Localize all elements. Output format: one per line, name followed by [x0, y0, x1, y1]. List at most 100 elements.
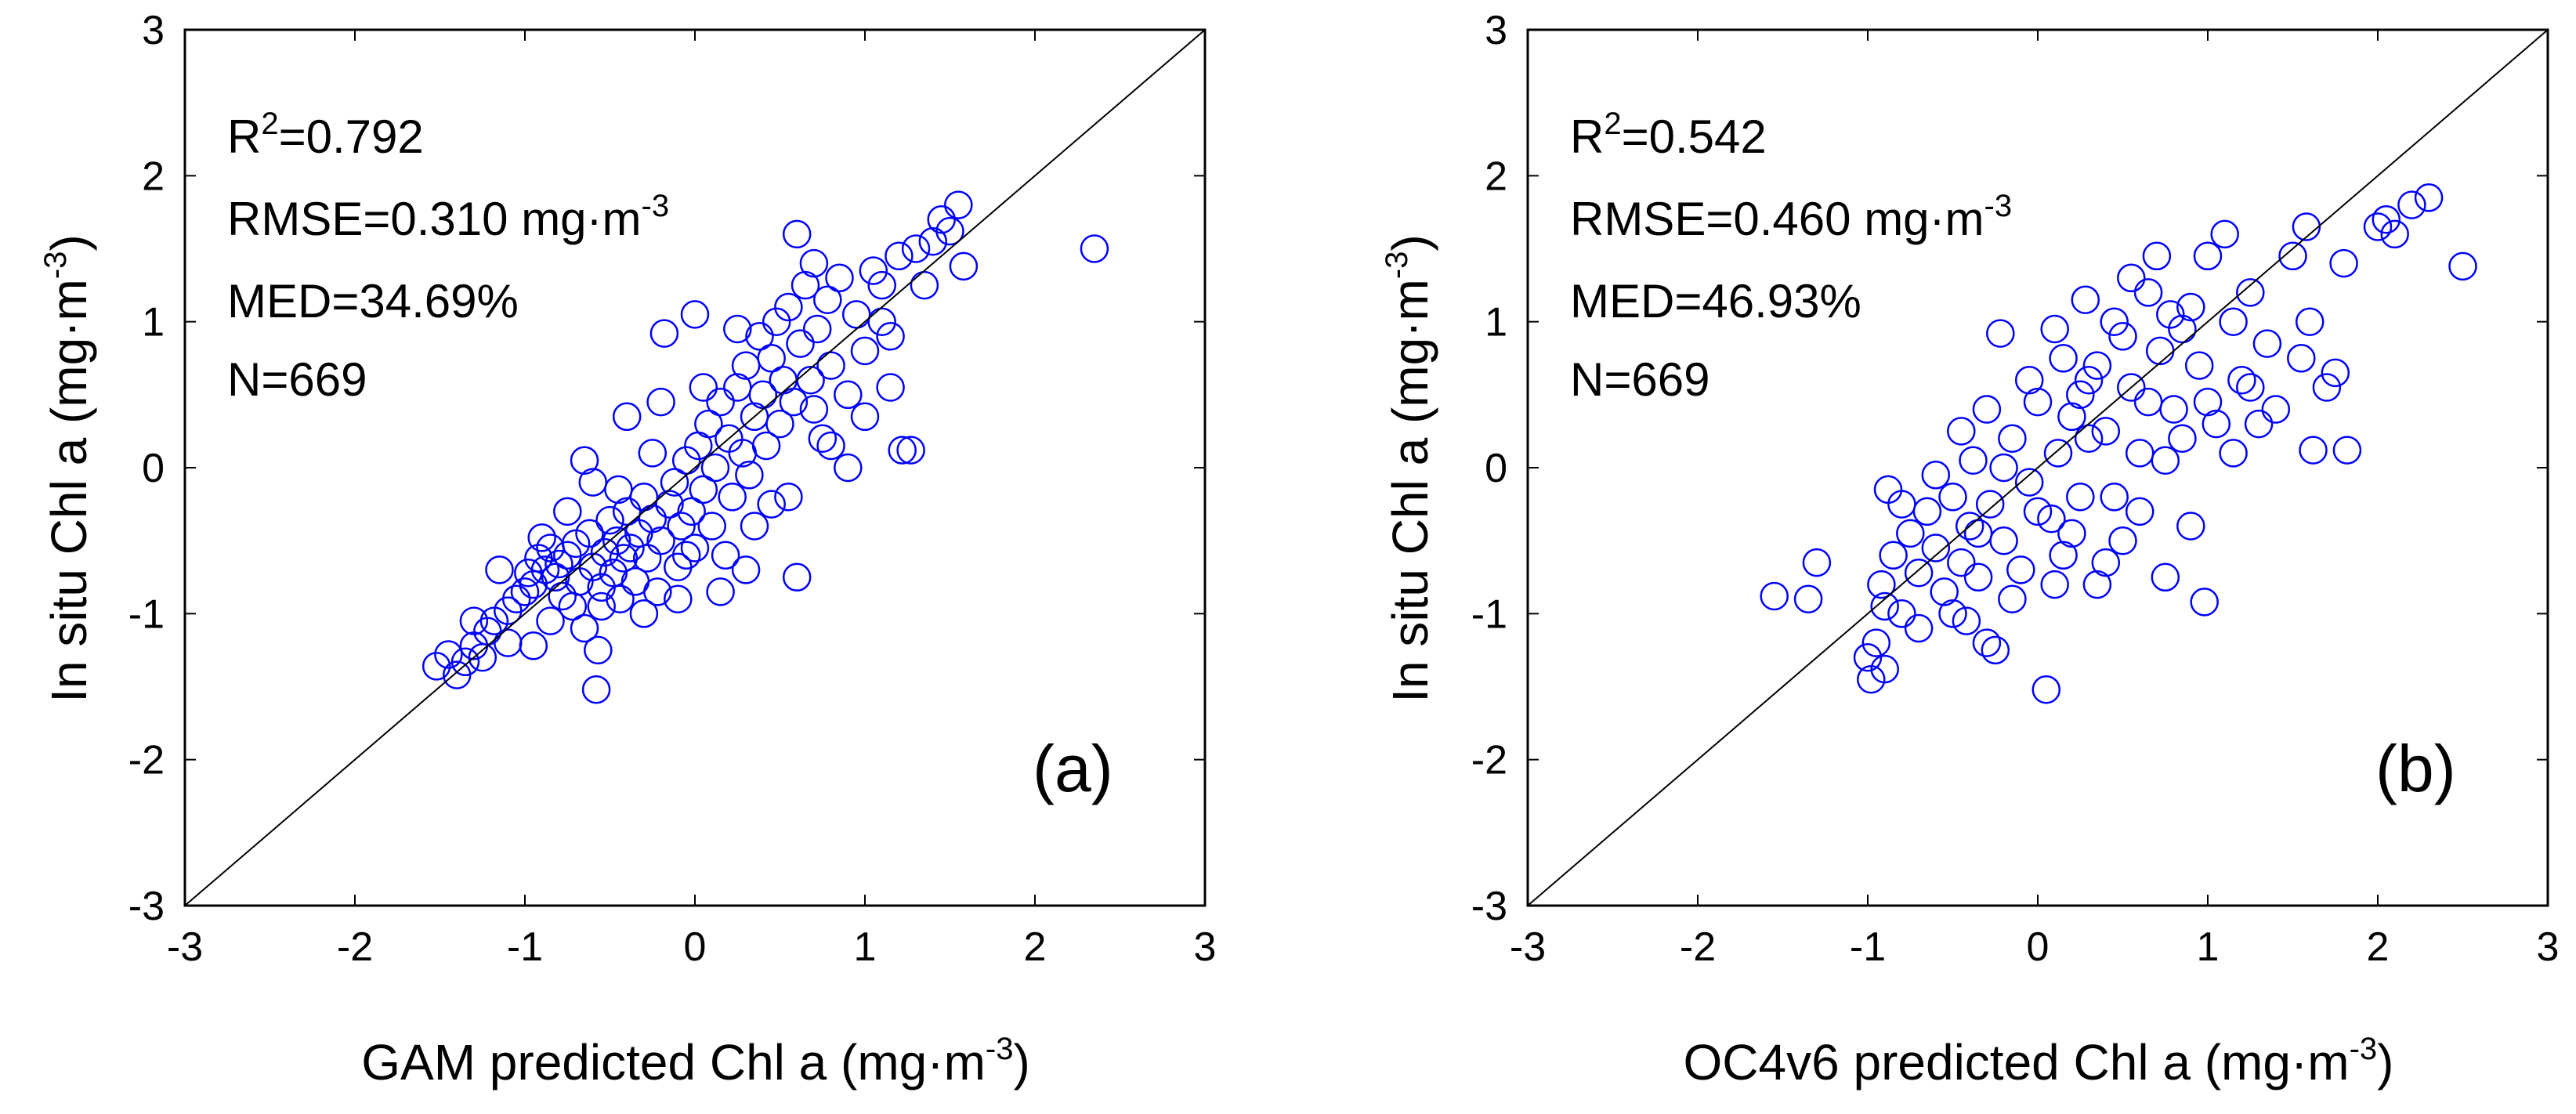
- ticks-group: -3 -2 -1 0 1 2 3 -3 -2 -1 0 1 2 3: [128, 8, 1217, 970]
- data-point: [2380, 219, 2409, 249]
- data-point: [859, 256, 888, 285]
- y-tick-label: -2: [128, 738, 165, 783]
- data-point: [735, 461, 764, 490]
- med-annotation: MED=34.69%: [227, 275, 519, 327]
- data-point: [1921, 461, 1951, 490]
- data-point: [655, 490, 684, 519]
- data-point: [2014, 365, 2044, 395]
- r2-annotation: R2=0.792: [227, 107, 424, 163]
- data-point: [494, 628, 523, 657]
- data-point: [2193, 387, 2223, 417]
- data-point: [834, 380, 863, 410]
- x-tick-label: 1: [2197, 924, 2220, 970]
- data-point: [2193, 241, 2223, 271]
- data-point: [757, 490, 786, 519]
- data-point: [2287, 344, 2316, 373]
- y-axis-label: In situ Chl a (mg·m-3): [38, 234, 97, 702]
- x-tick-label: -3: [167, 924, 203, 970]
- data-point: [1947, 548, 1976, 577]
- scatter-panel-a: -3 -2 -1 0 1 2 3 -3 -2 -1 0 1 2 3 R2=0.792 RMSE=0.310…: [38, 8, 1216, 1090]
- data-point: [1912, 497, 1942, 526]
- data-point: [2125, 439, 2155, 468]
- data-point: [671, 446, 701, 475]
- data-point: [2219, 307, 2248, 336]
- data-point: [606, 584, 635, 613]
- data-point: [2108, 322, 2137, 351]
- data-point: [731, 555, 761, 584]
- data-point: [2184, 351, 2214, 380]
- data-point: [1861, 628, 1891, 657]
- data-point: [434, 640, 463, 669]
- data-point: [802, 314, 832, 344]
- data-point: [2295, 307, 2325, 336]
- data-point: [2043, 439, 2073, 468]
- data-point: [646, 526, 675, 555]
- x-axis-label: GAM predicted Chl a (mg·m-3): [361, 1032, 1030, 1090]
- data-point: [1870, 591, 1899, 621]
- data-point: [510, 577, 540, 606]
- data-point: [2023, 497, 2053, 526]
- data-point: [2329, 248, 2358, 278]
- data-point: [2321, 358, 2350, 388]
- y-axis-label: In situ Chl a (mg·m-3): [1380, 234, 1438, 702]
- panel-label: (a): [1033, 732, 1113, 805]
- data-point: [2100, 483, 2129, 512]
- data-point: [782, 219, 812, 249]
- data-point: [680, 533, 710, 562]
- data-point: [2202, 409, 2231, 439]
- data-point: [2057, 519, 2086, 548]
- data-point: [2133, 387, 2163, 417]
- data-point: [595, 505, 624, 535]
- data-point: [2091, 548, 2121, 577]
- data-point: [850, 336, 880, 366]
- data-point: [2082, 351, 2112, 380]
- data-point: [2049, 541, 2078, 570]
- data-point: [1938, 483, 1967, 512]
- data-point: [1853, 642, 1883, 672]
- data-point: [660, 468, 689, 497]
- points-group: [1760, 183, 2477, 704]
- data-point: [1870, 654, 1899, 684]
- data-point: [841, 300, 871, 329]
- data-point: [1959, 446, 1988, 475]
- data-point: [706, 387, 735, 417]
- data-point: [816, 431, 845, 461]
- data-point: [1887, 599, 1916, 628]
- n-annotation: N=669: [227, 353, 367, 406]
- data-point: [711, 541, 740, 570]
- data-point: [816, 351, 845, 380]
- data-point: [2210, 219, 2239, 249]
- data-point: [2151, 562, 2180, 592]
- data-point: [918, 226, 948, 256]
- data-point: [1989, 526, 2018, 555]
- data-point: [901, 234, 931, 263]
- x-tick-label: 1: [854, 924, 877, 970]
- data-point: [1879, 541, 1908, 570]
- data-point: [885, 241, 914, 271]
- data-point: [1802, 548, 1832, 577]
- data-point: [2372, 204, 2401, 234]
- data-point: [575, 519, 604, 548]
- data-point: [643, 577, 672, 606]
- data-point: [530, 555, 560, 584]
- data-point: [896, 436, 925, 465]
- data-point: [459, 606, 489, 635]
- data-point: [1904, 558, 1934, 588]
- data-point: [944, 190, 973, 219]
- data-point: [1873, 475, 1903, 505]
- data-point: [1938, 599, 1967, 628]
- data-point: [779, 387, 809, 417]
- data-point: [774, 292, 803, 322]
- data-point: [570, 446, 599, 475]
- x-tick-label: 3: [1194, 924, 1217, 970]
- data-point: [2397, 190, 2426, 219]
- data-point: [616, 533, 645, 562]
- data-point: [421, 652, 451, 681]
- data-point: [2312, 373, 2342, 402]
- x-tick-label: 0: [684, 924, 707, 970]
- data-point: [2071, 285, 2100, 314]
- n-annotation: N=669: [1570, 353, 1709, 406]
- data-point: [604, 475, 633, 505]
- data-point: [2363, 212, 2393, 241]
